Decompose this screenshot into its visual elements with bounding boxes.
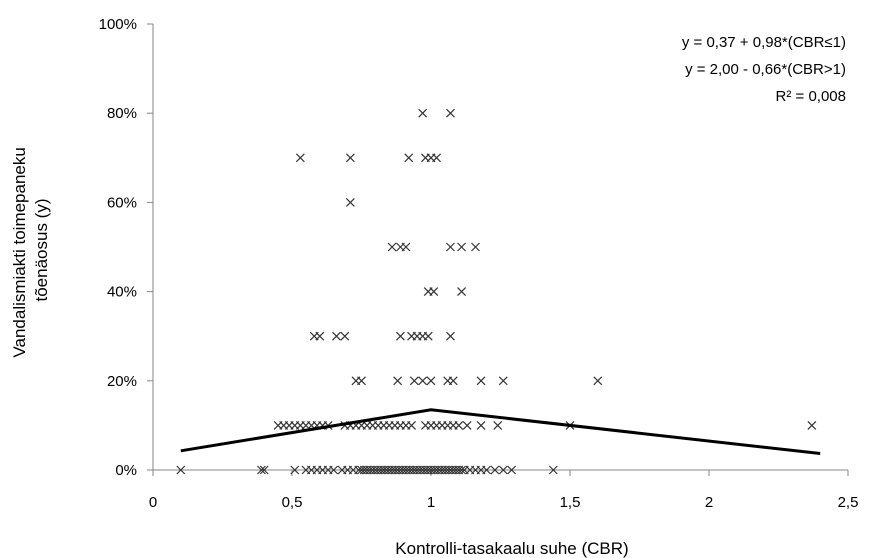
data-point <box>404 153 414 163</box>
data-point <box>471 242 480 252</box>
data-point <box>423 331 433 341</box>
data-point <box>807 420 817 430</box>
data-point <box>418 376 428 386</box>
x-tick-label: 2 <box>705 494 713 511</box>
data-point <box>426 376 436 386</box>
annotation-line-3: R² = 0,008 <box>776 88 846 105</box>
data-point <box>446 108 455 118</box>
data-point <box>259 465 269 475</box>
x-axis-title: Kontrolli-tasakaalu suhe (CBR) <box>395 539 628 558</box>
y-tick-label: 40% <box>107 284 137 301</box>
data-point <box>448 376 458 386</box>
chart-labels: Kontrolli-tasakaalu suhe (CBR) Vandalism… <box>10 34 846 558</box>
fit-line <box>180 408 821 455</box>
data-point <box>345 197 355 207</box>
data-point <box>418 108 428 118</box>
data-point <box>482 465 492 475</box>
data-point <box>176 465 186 475</box>
regression-annotations: y = 0,37 + 0,98*(CBR≤1) y = 2,00 - 0,66*… <box>682 34 846 105</box>
annotation-line-1: y = 0,37 + 0,98*(CBR≤1) <box>682 34 846 51</box>
data-point <box>490 465 500 475</box>
x-tick-label: 1,5 <box>560 494 581 511</box>
data-point <box>457 287 467 297</box>
data-point <box>593 376 603 386</box>
data-point <box>393 376 403 386</box>
data-point <box>498 376 508 386</box>
y-tick-label: 80% <box>107 105 137 122</box>
data-point <box>409 376 419 386</box>
data-point <box>454 420 464 430</box>
data-point <box>290 465 300 475</box>
data-point <box>507 465 517 475</box>
data-point <box>476 376 486 386</box>
data-point <box>476 420 486 430</box>
axes: 0% 20% 40% 60% 80% 100% 0 0,5 1 1,5 2 2,5 <box>99 16 859 511</box>
y-tick-label: 60% <box>107 194 137 211</box>
x-tick-label: 1 <box>427 494 435 511</box>
data-point <box>446 331 455 341</box>
data-point <box>462 420 472 430</box>
x-tick-label: 0,5 <box>282 494 303 511</box>
data-point <box>407 420 416 430</box>
data-point <box>295 153 305 163</box>
data-point <box>256 465 266 475</box>
data-point <box>401 242 411 252</box>
data-point <box>548 465 558 475</box>
data-point <box>395 331 405 341</box>
y-axis-title-line-1: Vandalismiakti toimepaneku <box>10 147 29 357</box>
annotation-line-2: y = 2,00 - 0,66*(CBR>1) <box>685 61 846 78</box>
data-point <box>457 242 467 252</box>
y-tick-label: 0% <box>115 462 137 479</box>
data-point <box>345 153 355 163</box>
y-tick-label: 20% <box>107 373 137 390</box>
data-point <box>432 153 441 163</box>
data-point <box>457 465 467 475</box>
data-point <box>329 465 339 475</box>
data-point <box>429 287 439 297</box>
data-point <box>493 420 503 430</box>
data-point <box>446 242 455 252</box>
data-points <box>176 108 817 475</box>
fit-line-group <box>180 408 821 455</box>
y-axis-title-line-2: tõenäosus (y) <box>32 199 51 302</box>
y-axis-title: Vandalismiakti toimepaneku tõenäosus (y) <box>10 142 51 357</box>
data-point <box>387 242 397 252</box>
data-point <box>315 331 325 341</box>
data-point <box>332 331 341 341</box>
data-point <box>357 376 366 386</box>
x-tick-label: 2,5 <box>838 494 859 511</box>
data-point <box>498 465 508 475</box>
y-tick-label: 100% <box>99 16 137 33</box>
data-point <box>340 331 350 341</box>
x-tick-label: 0 <box>149 494 157 511</box>
